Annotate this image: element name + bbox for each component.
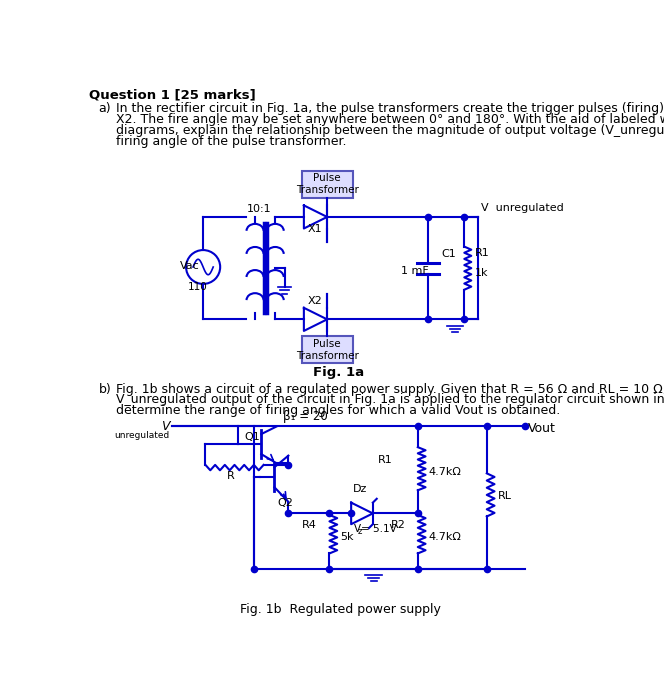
- Text: Q1: Q1: [244, 432, 260, 443]
- Text: C1: C1: [442, 249, 457, 260]
- Text: Pulse
Transformer: Pulse Transformer: [295, 338, 359, 361]
- Text: X2: X2: [307, 296, 323, 306]
- Text: 5k: 5k: [341, 532, 354, 543]
- Text: R: R: [227, 471, 234, 481]
- Text: Dz: Dz: [353, 484, 367, 494]
- Text: V: V: [353, 524, 361, 534]
- Text: firing angle of the pulse transformer.: firing angle of the pulse transformer.: [116, 134, 346, 147]
- Text: X2. The fire angle may be set anywhere between 0° and 180°. With the aid of labe: X2. The fire angle may be set anywhere b…: [116, 113, 664, 126]
- Text: determine the range of firing angles for which a valid Vout is obtained.: determine the range of firing angles for…: [116, 404, 560, 417]
- Text: a): a): [98, 102, 111, 115]
- FancyBboxPatch shape: [302, 336, 353, 363]
- Text: R1: R1: [378, 455, 393, 464]
- Text: z: z: [358, 527, 363, 536]
- Text: Fig. 1b  Regulated power supply: Fig. 1b Regulated power supply: [240, 603, 441, 616]
- Text: Question 1 [25 marks]: Question 1 [25 marks]: [89, 88, 256, 101]
- Text: R1: R1: [475, 248, 490, 258]
- Text: V  unregulated: V unregulated: [481, 203, 563, 213]
- Text: b): b): [98, 382, 112, 395]
- Text: 4.7kΩ: 4.7kΩ: [429, 467, 461, 477]
- Text: 110: 110: [188, 282, 207, 292]
- Text: Vout: Vout: [528, 422, 556, 435]
- Text: β₁ = 20: β₁ = 20: [283, 410, 328, 423]
- Text: Vac: Vac: [180, 261, 200, 271]
- Text: 10:1: 10:1: [247, 204, 272, 214]
- Text: In the rectifier circuit in Fig. 1a, the pulse transformers create the trigger p: In the rectifier circuit in Fig. 1a, the…: [116, 102, 664, 115]
- Text: R2: R2: [390, 520, 406, 530]
- Text: Fig. 1a: Fig. 1a: [313, 366, 365, 379]
- Text: 1 mF: 1 mF: [401, 266, 428, 276]
- Text: 4.7kΩ: 4.7kΩ: [429, 532, 461, 543]
- Text: V: V: [161, 420, 170, 433]
- Text: Q2: Q2: [278, 498, 293, 508]
- Text: = 5.1V: = 5.1V: [361, 524, 397, 534]
- FancyBboxPatch shape: [302, 171, 353, 198]
- Text: unregulated: unregulated: [115, 431, 170, 440]
- Text: Pulse
Transformer: Pulse Transformer: [295, 173, 359, 195]
- Text: R4: R4: [302, 520, 317, 530]
- Text: X1: X1: [307, 223, 323, 234]
- Text: diagrams, explain the relationship between the magnitude of output voltage (V_un: diagrams, explain the relationship betwe…: [116, 124, 664, 137]
- Text: 1k: 1k: [475, 268, 489, 278]
- Text: Fig. 1b shows a circuit of a regulated power supply. Given that R = 56 Ω and RL : Fig. 1b shows a circuit of a regulated p…: [116, 382, 664, 395]
- Text: RL: RL: [497, 490, 512, 501]
- Text: V_unregulated output of the circuit in Fig. 1a is applied to the regulator circu: V_unregulated output of the circuit in F…: [116, 393, 664, 406]
